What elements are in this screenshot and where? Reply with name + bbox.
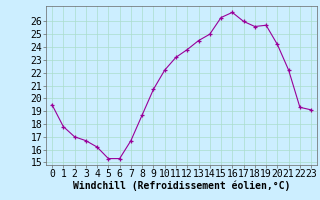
X-axis label: Windchill (Refroidissement éolien,°C): Windchill (Refroidissement éolien,°C) [73, 181, 290, 191]
